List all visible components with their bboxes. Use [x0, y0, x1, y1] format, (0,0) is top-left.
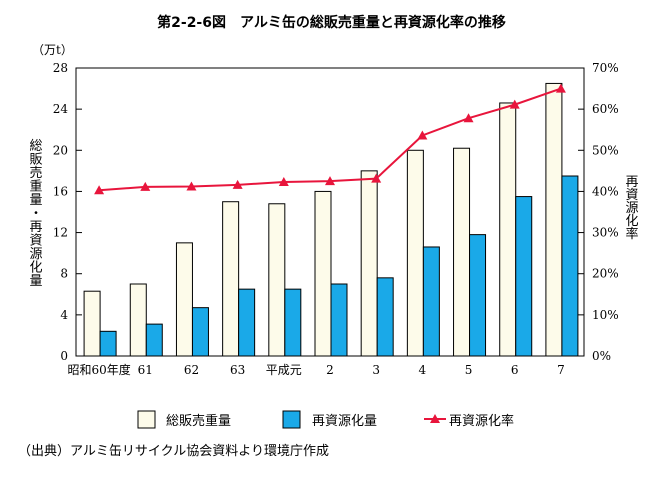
bar-recycled-weight	[191, 307, 209, 357]
legend-swatch-recycled-weight	[282, 410, 301, 429]
bar-total-weight	[406, 149, 424, 357]
bar-total-weight	[268, 203, 286, 357]
bar-total-weight	[545, 82, 563, 357]
right-tick-label: 70%	[592, 61, 619, 75]
x-tick-label: 5	[465, 363, 473, 377]
bar-recycled-weight	[422, 246, 440, 357]
x-tick-label: 4	[419, 363, 427, 377]
bar-total-weight	[499, 102, 517, 357]
rate-point	[509, 99, 520, 109]
legend-swatch-rate-point	[430, 414, 440, 423]
bar-total-weight	[360, 170, 378, 357]
left-tick-label: 16	[53, 184, 68, 198]
bar-total-weight	[83, 290, 101, 357]
x-tick-label: 6	[511, 363, 519, 377]
rate-point	[325, 176, 335, 186]
bar-total-weight	[222, 201, 240, 357]
rate-line	[99, 87, 562, 192]
x-tick-label: 62	[184, 363, 199, 377]
rate-point	[232, 179, 243, 189]
bar-recycled-weight	[238, 288, 256, 357]
bar-recycled-weight	[330, 283, 348, 357]
source-note: （出典）アルミ缶リサイクル協会資料より環境庁作成	[18, 444, 329, 459]
bar-recycled-weight	[145, 323, 163, 357]
x-tick-label: 7	[557, 363, 565, 377]
rate-point	[463, 113, 474, 123]
left-tick-label: 24	[53, 102, 69, 116]
rate-point	[94, 185, 105, 195]
right-tick-label: 20%	[592, 267, 619, 281]
right-tick-label: 60%	[592, 102, 619, 116]
right-tick-label: 0%	[592, 349, 611, 363]
rate-point	[371, 173, 382, 183]
right-axis-label: 再資源化率	[625, 175, 638, 242]
right-tick-label: 50%	[592, 143, 619, 157]
rate-point	[278, 176, 289, 186]
right-tick-label: 10%	[592, 308, 619, 322]
bar-recycled-weight	[561, 175, 579, 357]
bar-recycled-weight	[99, 330, 117, 357]
left-tick-label: 20	[53, 143, 68, 157]
left-tick-label: 28	[53, 61, 68, 75]
x-tick-label: 3	[372, 363, 380, 377]
bar-recycled-weight	[284, 288, 302, 357]
right-tick-label: 30%	[592, 226, 619, 240]
bar-total-weight	[175, 242, 193, 357]
bar-recycled-weight	[376, 277, 394, 357]
bar-recycled-weight	[469, 234, 487, 357]
rate-point	[417, 130, 428, 140]
left-axis-unit: （万t）	[32, 43, 73, 57]
x-tick-label: 61	[138, 363, 153, 377]
left-axis-label: 総販売重量・再資源化量	[29, 139, 42, 289]
chart-title: 第2-2-6図 アルミ缶の総販売重量と再資源化率の推移	[157, 15, 506, 31]
legend-swatch-total-weight	[137, 410, 156, 429]
legend-label-recycled-weight: 再資源化量	[312, 414, 377, 429]
left-tick-label: 0	[60, 349, 68, 363]
x-tick-label: 63	[230, 363, 245, 377]
bar-recycled-weight	[515, 196, 533, 357]
rate-point	[186, 181, 197, 191]
right-tick-label: 40%	[592, 184, 619, 198]
legend-label-total-weight: 総販売重量	[166, 413, 231, 429]
left-tick-label: 8	[60, 267, 68, 281]
bar-total-weight	[453, 147, 471, 357]
left-tick-label: 12	[53, 226, 68, 240]
x-tick-label: 平成元	[266, 363, 302, 377]
left-tick-label: 4	[60, 308, 68, 322]
rate-point	[555, 83, 566, 93]
legend-label-rate: 再資源化率	[449, 413, 514, 429]
x-tick-label: 2	[326, 363, 334, 377]
bar-total-weight	[314, 190, 332, 357]
bar-total-weight	[129, 283, 147, 357]
x-tick-label: 昭和60年度	[67, 362, 130, 377]
rate-point	[140, 181, 151, 191]
